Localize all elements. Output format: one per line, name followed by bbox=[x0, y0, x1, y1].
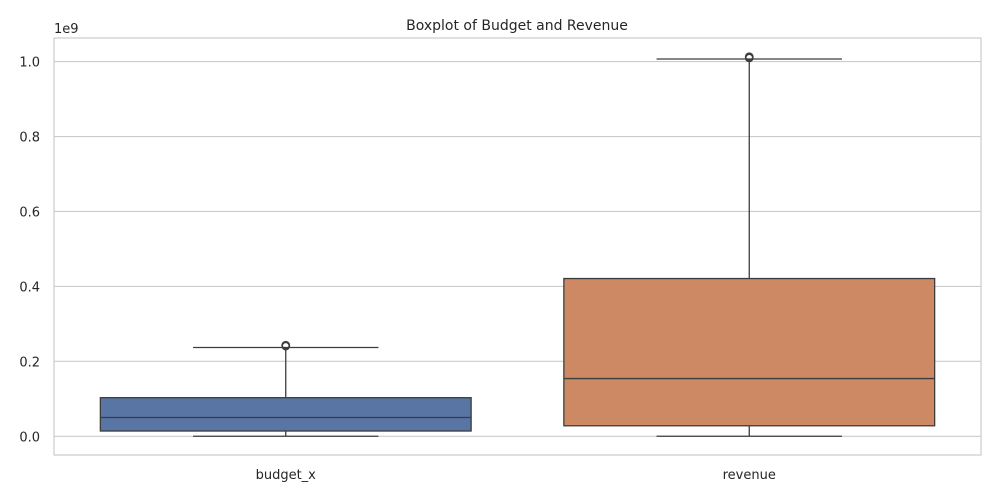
y-tick-label: 0.2 bbox=[19, 355, 40, 370]
y-tick-label: 0.6 bbox=[19, 205, 40, 220]
outlier-point bbox=[744, 52, 754, 62]
y-tick-label: 0.8 bbox=[19, 131, 40, 146]
x-tick-label: revenue bbox=[723, 468, 776, 483]
box-budget_x bbox=[99, 340, 472, 437]
y-tick-label: 0.4 bbox=[19, 280, 40, 295]
box-body bbox=[99, 397, 472, 432]
y-tick-label: 1.0 bbox=[19, 56, 40, 71]
x-tick-label: budget_x bbox=[256, 468, 317, 483]
axes: 0.0 0.2 0.4 0.6 0.8 1.0 budget_x revenue bbox=[19, 56, 776, 483]
chart-title: Boxplot of Budget and Revenue bbox=[406, 18, 628, 34]
box-revenue bbox=[563, 52, 936, 437]
y-axis-scale-label: 1e9 bbox=[54, 22, 79, 37]
y-tick-label: 0.0 bbox=[19, 430, 40, 445]
plot-frame bbox=[53, 37, 982, 456]
outlier-point bbox=[281, 340, 291, 350]
box-body bbox=[563, 277, 936, 427]
boxes bbox=[99, 52, 936, 437]
